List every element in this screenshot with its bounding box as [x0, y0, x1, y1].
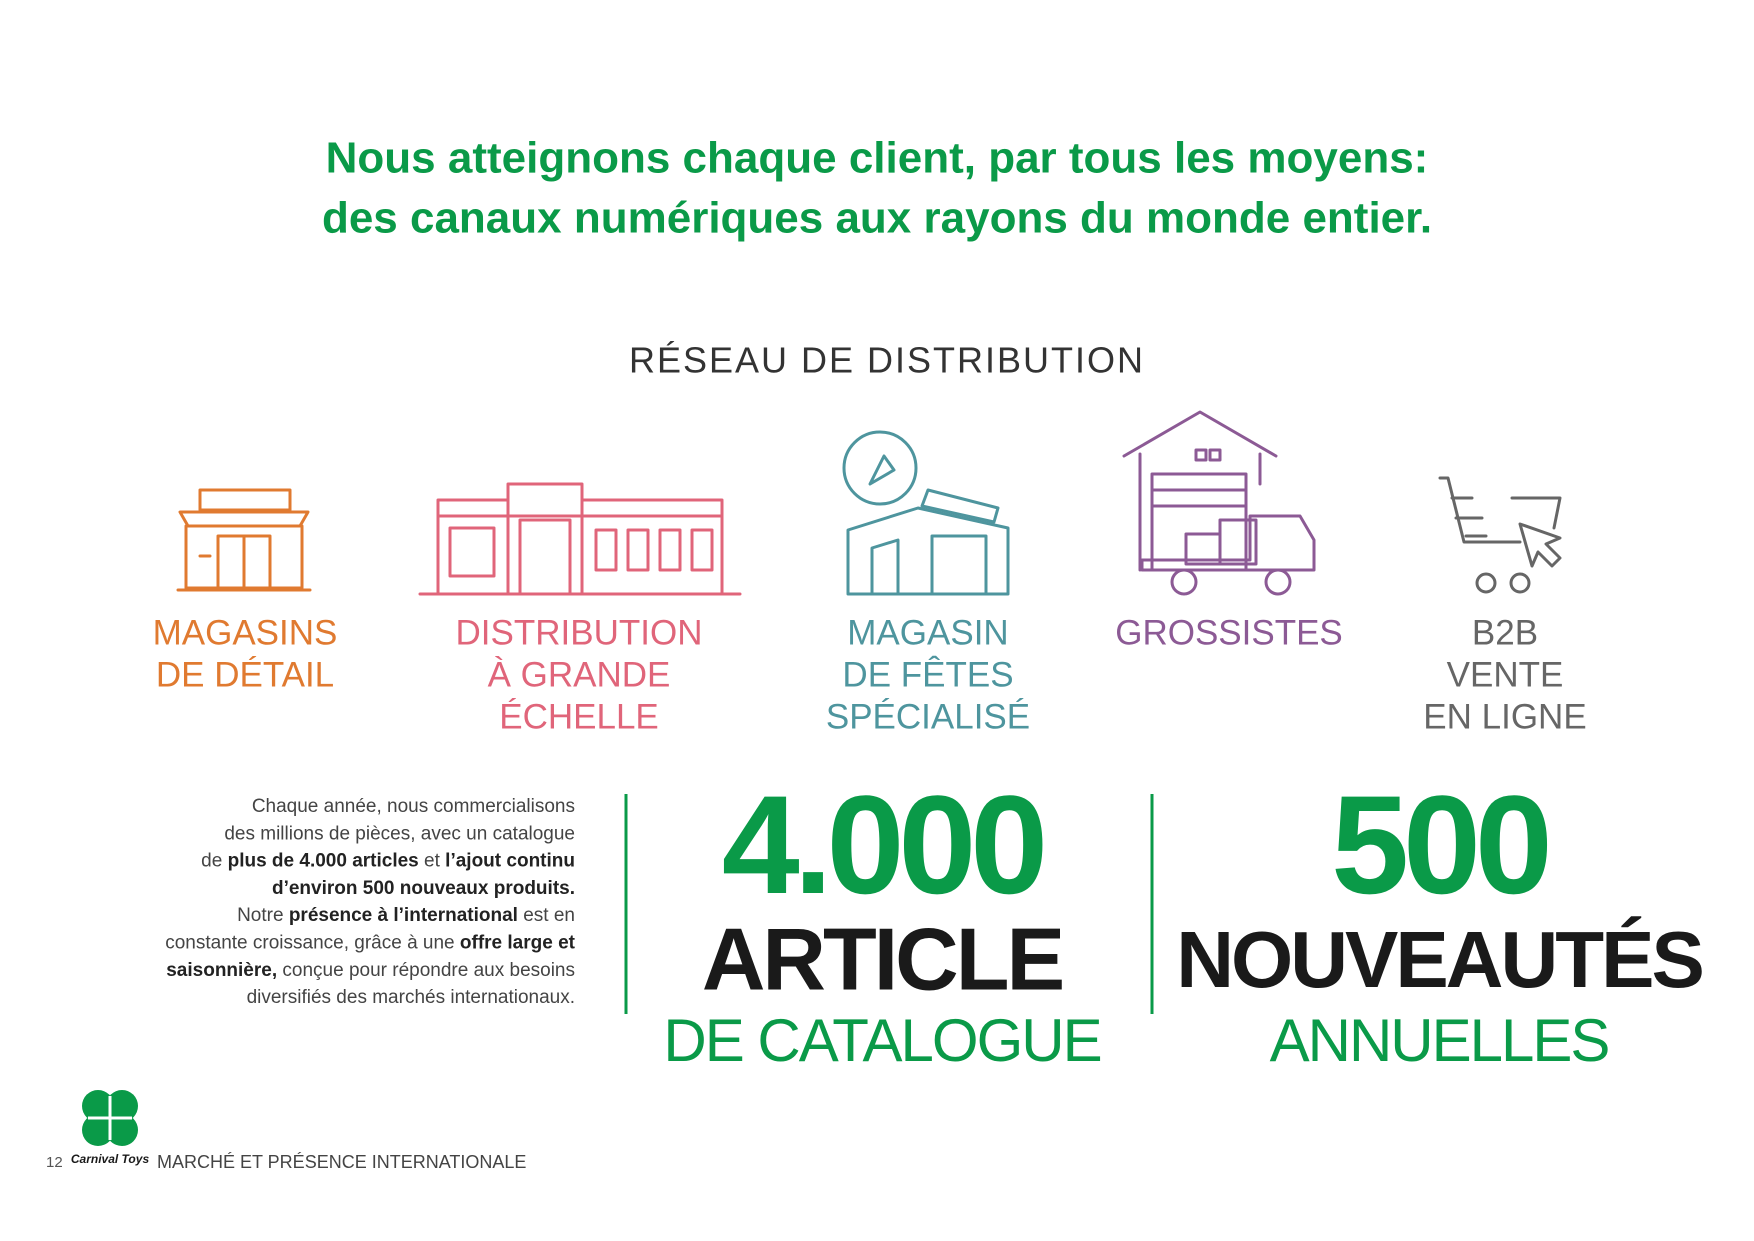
- channel-label: DE DÉTAIL: [156, 655, 334, 694]
- icon-wholesale: [1122, 410, 1316, 596]
- paragraph-line: Notre présence à l’international est en: [237, 905, 575, 926]
- section-title: RÉSEAU DE DISTRIBUTION: [629, 340, 1145, 381]
- paragraph-line: diversifiés des marchés internationaux.: [247, 987, 575, 1008]
- paragraph-line: d’environ 500 nouveaux produits.: [272, 878, 575, 899]
- paragraph-segment: diversifiés des marchés internationaux.: [247, 987, 575, 1008]
- paragraph-segment: et: [419, 851, 445, 872]
- stat-line1: NOUVEAUTÉS: [1176, 915, 1702, 1004]
- paragraph-line: Chaque année, nous commercialisons: [252, 796, 575, 817]
- icon-mass-retail: [418, 482, 742, 596]
- paragraph-segment: plus de 4.000 articles: [228, 851, 419, 872]
- channel-label: DE FÊTES: [842, 655, 1013, 694]
- channel-label: B2B: [1472, 613, 1538, 652]
- channel-label: GROSSISTES: [1115, 613, 1343, 652]
- icon-retail: [176, 488, 312, 592]
- paragraph-segment: l’ajout continu: [445, 851, 575, 872]
- channel-label: À GRANDE: [488, 655, 671, 694]
- logo-text: Carnival Toys: [71, 1152, 150, 1166]
- stat-line2: ANNUELLES: [1270, 1007, 1609, 1074]
- paragraph-segment: offre large et: [460, 933, 576, 954]
- paragraph-line: de plus de 4.000 articles et l’ajout con…: [201, 851, 575, 872]
- paragraph-line: constante croissance, grâce à une offre …: [165, 933, 575, 954]
- stat-line2: DE CATALOGUE: [663, 1007, 1100, 1074]
- paragraph-segment: d’environ 500 nouveaux produits.: [272, 878, 575, 899]
- channel-label: SPÉCIALISÉ: [826, 697, 1030, 736]
- logo-mark: [82, 1090, 138, 1146]
- paragraph-segment: des millions de pièces, avec un catalogu…: [224, 823, 575, 844]
- channel-label: ÉCHELLE: [499, 697, 659, 736]
- title-line: Nous atteignons chaque client, par tous …: [326, 134, 1429, 183]
- icon-b2b: [1438, 476, 1562, 594]
- paragraph-segment: est en: [518, 905, 575, 926]
- channel-label: DISTRIBUTION: [456, 613, 703, 652]
- channel-label: VENTE: [1447, 655, 1564, 694]
- channel-label: EN LIGNE: [1423, 697, 1586, 736]
- paragraph-segment: présence à l’international: [289, 905, 518, 926]
- paragraph-segment: Notre: [237, 905, 289, 926]
- stat-line1: ARTICLE: [702, 909, 1063, 1008]
- stat-number: 500: [1331, 766, 1548, 923]
- icon-party-store: [842, 430, 1010, 596]
- channel-label: MAGASIN: [847, 613, 1008, 652]
- paragraph-line: saisonnière, conçue pour répondre aux be…: [166, 960, 575, 981]
- footer-text: MARCHÉ ET PRÉSENCE INTERNATIONALE: [157, 1152, 526, 1172]
- paragraph-segment: Chaque année, nous commercialisons: [252, 796, 575, 817]
- paragraph-segment: constante croissance, grâce à une: [165, 933, 460, 954]
- page-number: 12: [46, 1154, 63, 1171]
- paragraph-line: des millions de pièces, avec un catalogu…: [224, 823, 575, 844]
- channel-label: MAGASINS: [153, 613, 338, 652]
- paragraph-segment: de: [201, 851, 227, 872]
- stat-number: 4.000: [722, 766, 1043, 923]
- title-line: des canaux numériques aux rayons du mond…: [322, 194, 1432, 243]
- paragraph-segment: conçue pour répondre aux besoins: [277, 960, 575, 981]
- paragraph-segment: saisonnière,: [166, 960, 277, 981]
